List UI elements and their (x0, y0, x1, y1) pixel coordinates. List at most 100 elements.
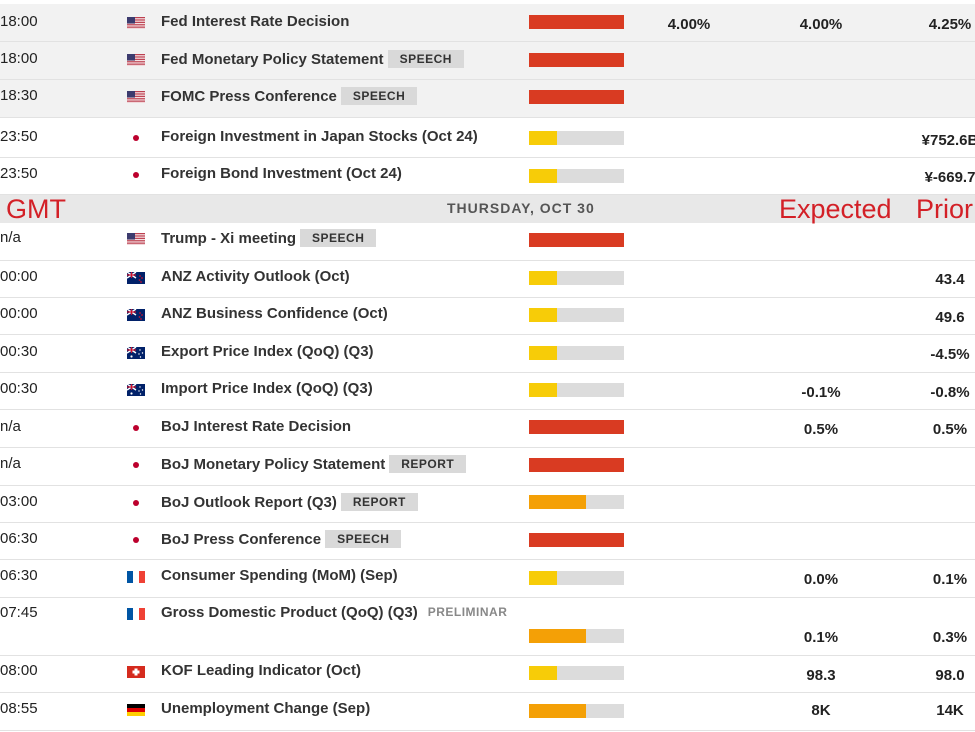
jp-flag-icon (127, 169, 145, 181)
event-name-text[interactable]: Export Price Index (QoQ) (Q3) (161, 343, 374, 360)
event-name[interactable]: Unemployment Change (Sep) (161, 700, 370, 717)
event-row[interactable]: 08:55 Unemployment Change (Sep) 8K 14K (0, 693, 975, 731)
event-row[interactable]: n/a BoJ Interest Rate Decision 0.5% 0.5% (0, 410, 975, 448)
expected-value: 4.00% (799, 16, 843, 33)
event-name-text[interactable]: BoJ Interest Rate Decision (161, 418, 352, 435)
event-name[interactable]: Export Price Index (QoQ) (Q3) (161, 343, 374, 360)
expected-value: 0.0% (803, 571, 839, 588)
event-name-text[interactable]: FOMC Press Conference (161, 88, 337, 105)
impact-fill (529, 629, 586, 643)
event-name[interactable]: BoJ Press Conference SPEECH (161, 530, 402, 548)
prior-value: 0.3% (932, 629, 968, 646)
event-name[interactable]: Fed Interest Rate Decision (161, 13, 349, 30)
event-row[interactable]: 23:50 Foreign Investment in Japan Stocks … (0, 120, 975, 158)
event-row[interactable]: 06:30 Consumer Spending (MoM) (Sep) 0.0% 0.… (0, 560, 975, 598)
impact-bar (529, 308, 624, 322)
fr-flag-icon (127, 571, 145, 583)
event-time: 00:30 (0, 343, 38, 360)
event-name[interactable]: KOF Leading Indicator (Oct) (161, 662, 361, 679)
event-row[interactable]: 00:00 ANZ Business Confidence (Oct) 49.6 (0, 298, 975, 335)
impact-fill (529, 271, 557, 285)
event-name[interactable]: Fed Monetary Policy Statement SPEECH (161, 50, 464, 68)
fr-flag-icon (127, 608, 145, 620)
impact-fill (529, 704, 586, 718)
event-row[interactable]: 07:45 Gross Domestic Product (QoQ) (Q3) PR… (0, 598, 975, 656)
prior-value: 98.0 (935, 667, 965, 684)
day-header: GMT THURSDAY, OCT 30 Expected Prior (0, 194, 975, 224)
impact-bar (529, 704, 624, 718)
impact-fill (529, 169, 557, 183)
au-flag-icon (127, 384, 145, 396)
expected-value: 0.5% (803, 421, 839, 438)
impact-fill (529, 90, 624, 104)
event-name[interactable]: BoJ Interest Rate Decision (161, 418, 351, 435)
prior-value: -4.5% (930, 346, 970, 363)
event-name[interactable]: Import Price Index (QoQ) (Q3) (161, 380, 373, 397)
impact-fill (529, 666, 557, 680)
event-name[interactable]: BoJ Outlook Report (Q3) REPORT (161, 493, 418, 511)
event-row[interactable]: 00:30 Import Price Index (QoQ) (Q3) -0.1% -… (0, 373, 975, 410)
event-name-text[interactable]: Foreign Bond Investment (Oct 24) (161, 165, 402, 182)
event-row[interactable]: 18:30 FOMC Press Conference SPEECH (0, 80, 975, 118)
event-row[interactable]: 18:00 Fed Monetary Policy Statement SPEECH (0, 42, 975, 80)
event-name-text[interactable]: Fed Interest Rate Decision (161, 13, 350, 30)
event-row[interactable]: 06:30 BoJ Press Conference SPEECH (0, 523, 975, 560)
event-time: n/a (0, 229, 21, 246)
prior-value: 0.5% (932, 421, 968, 438)
impact-bar (529, 666, 624, 680)
jp-flag-icon (127, 132, 145, 144)
nz-flag-icon (127, 309, 145, 321)
impact-bar (529, 271, 624, 285)
event-time: 06:30 (0, 567, 38, 584)
event-name-text[interactable]: ANZ Business Confidence (Oct) (161, 305, 388, 322)
event-name-text[interactable]: Import Price Index (QoQ) (Q3) (161, 380, 373, 397)
event-row[interactable]: 00:00 ANZ Activity Outlook (Oct) 43.4 (0, 261, 975, 298)
event-name[interactable]: Foreign Investment in Japan Stocks (Oct … (161, 128, 478, 145)
event-name-text[interactable]: Consumer Spending (MoM) (Sep) (161, 567, 398, 584)
impact-fill (529, 420, 624, 434)
event-row[interactable]: 23:50 Foreign Bond Investment (Oct 24) ¥-6… (0, 158, 975, 195)
event-row[interactable]: n/a Trump - Xi meeting SPEECH (0, 223, 975, 261)
event-name[interactable]: Gross Domestic Product (QoQ) (Q3) PRELIMI… (161, 604, 513, 621)
impact-bar (529, 346, 624, 360)
us-flag-icon (127, 233, 145, 245)
event-name[interactable]: Trump - Xi meeting SPEECH (161, 229, 377, 247)
impact-bar (529, 383, 624, 397)
event-name-text[interactable]: Gross Domestic Product (QoQ) (Q3) (161, 604, 418, 621)
de-flag-icon (127, 704, 145, 716)
event-name[interactable]: ANZ Activity Outlook (Oct) (161, 268, 350, 285)
event-time: 00:30 (0, 380, 38, 397)
event-name-text[interactable]: ANZ Activity Outlook (Oct) (161, 268, 350, 285)
event-name[interactable]: FOMC Press Conference SPEECH (161, 87, 418, 105)
prior-value: -0.8% (930, 384, 970, 401)
event-name-text[interactable]: BoJ Monetary Policy Statement (161, 456, 386, 473)
expected-value: 98.3 (806, 667, 836, 684)
event-name-text[interactable]: Foreign Investment in Japan Stocks (Oct … (161, 128, 478, 145)
impact-bar (529, 233, 624, 247)
event-row[interactable]: 18:00 Fed Interest Rate Decision 4.00% 4.00… (0, 4, 975, 42)
event-time: 18:30 (0, 87, 38, 104)
event-row[interactable]: 08:00 KOF Leading Indicator (Oct) 98.3 98.0 (0, 656, 975, 693)
event-name[interactable]: Foreign Bond Investment (Oct 24) (161, 165, 402, 182)
impact-fill (529, 383, 557, 397)
event-name[interactable]: Consumer Spending (MoM) (Sep) (161, 567, 398, 584)
event-name[interactable]: ANZ Business Confidence (Oct) (161, 305, 388, 322)
event-row[interactable]: 00:30 Export Price Index (QoQ) (Q3) -4.5% (0, 335, 975, 373)
event-tag-badge: SPEECH (387, 50, 464, 68)
prior-value: ¥-669.7 (924, 169, 975, 186)
event-name-text[interactable]: KOF Leading Indicator (Oct) (161, 662, 362, 679)
event-name-text[interactable]: Fed Monetary Policy Statement (161, 51, 384, 68)
event-name-text[interactable]: BoJ Press Conference (161, 531, 322, 548)
event-name[interactable]: BoJ Monetary Policy Statement REPORT (161, 455, 467, 473)
event-name-text[interactable]: Trump - Xi meeting (161, 230, 297, 247)
event-row[interactable]: 03:00 BoJ Outlook Report (Q3) REPORT (0, 486, 975, 523)
impact-fill (529, 533, 624, 547)
event-row[interactable]: n/a BoJ Monetary Policy Statement REPORT (0, 448, 975, 486)
event-time: 07:45 (0, 604, 38, 621)
event-tag-badge: PRELIMINAR (427, 605, 508, 619)
impact-fill (529, 131, 557, 145)
event-name-text[interactable]: BoJ Outlook Report (Q3) (161, 494, 337, 511)
event-tag-badge: REPORT (389, 455, 467, 473)
impact-fill (529, 458, 624, 472)
event-name-text[interactable]: Unemployment Change (Sep) (161, 700, 371, 717)
